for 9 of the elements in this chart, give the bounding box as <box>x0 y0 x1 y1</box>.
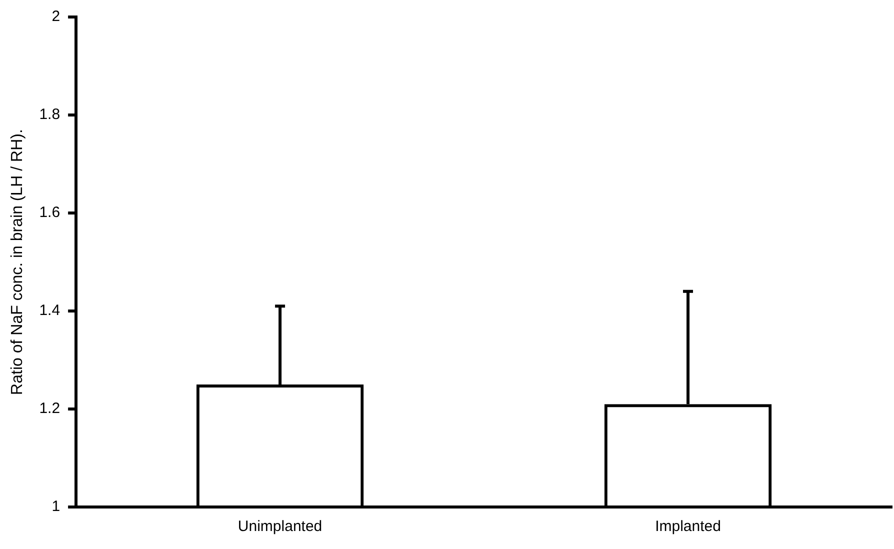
y-tick-label: 1 <box>52 498 60 516</box>
y-tick-label: 1.4 <box>39 302 60 320</box>
x-tick-label: Implanted <box>655 518 721 536</box>
y-tick-label: 1.8 <box>39 106 60 124</box>
y-tick-label: 1.2 <box>39 400 60 418</box>
y-tick-label: 1.6 <box>39 204 60 222</box>
x-tick-label: Unimplanted <box>238 518 322 536</box>
y-axis-title: Ratio of NaF conc. in brain (LH / RH). <box>9 129 26 395</box>
y-tick-label: 2 <box>52 8 60 26</box>
